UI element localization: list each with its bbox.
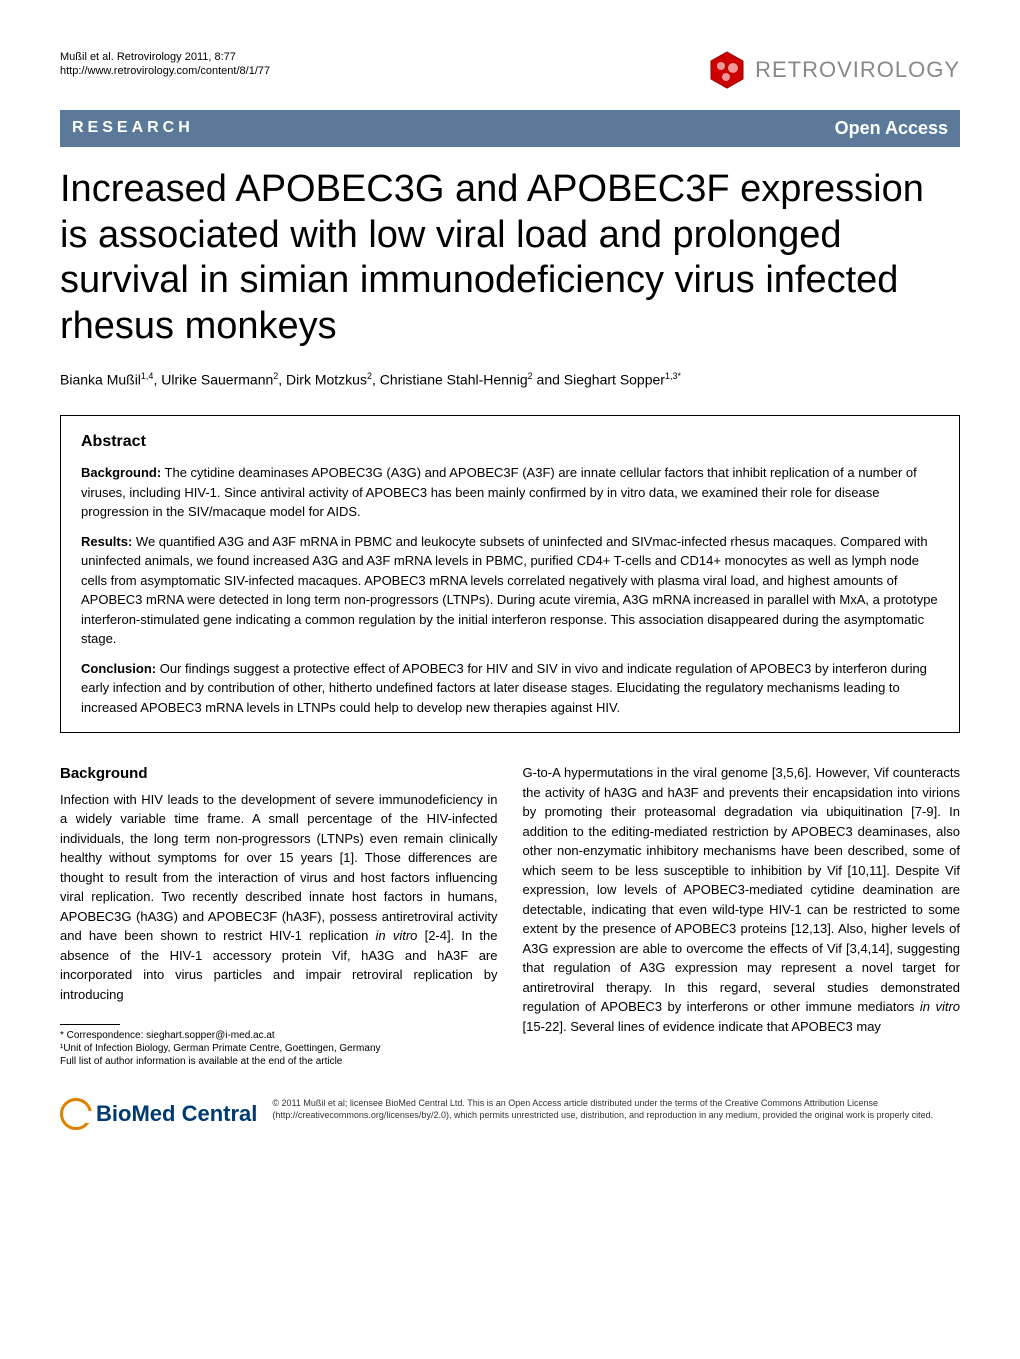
open-access-label: Open Access [835, 116, 948, 141]
abstract-background-label: Background: [81, 465, 161, 480]
license-row: BioMed Central © 2011 Mußil et al; licen… [60, 1098, 960, 1130]
bmc-open-circle-icon [60, 1098, 92, 1130]
journal-name: RETROVIROLOGY [755, 55, 960, 86]
section-bar: RESEARCH Open Access [60, 110, 960, 147]
retrovirology-logo-icon [707, 50, 747, 90]
journal-logo: RETROVIROLOGY [707, 50, 960, 90]
section-label: RESEARCH [72, 117, 194, 139]
license-text: © 2011 Mußil et al; licensee BioMed Cent… [272, 1098, 960, 1121]
footnote-fulllist: Full list of author information is avail… [60, 1055, 498, 1068]
abstract-results-text: We quantified A3G and A3F mRNA in PBMC a… [81, 534, 938, 647]
citation-block: Mußil et al. Retrovirology 2011, 8:77 ht… [60, 50, 270, 79]
abstract-conclusion-text: Our findings suggest a protective effect… [81, 661, 927, 715]
abstract-results: Results: We quantified A3G and A3F mRNA … [81, 532, 939, 649]
footnote-divider [60, 1024, 120, 1025]
bmc-logo: BioMed Central [60, 1098, 257, 1130]
article-title: Increased APOBEC3G and APOBEC3F expressi… [60, 167, 960, 349]
abstract-background-text: The cytidine deaminases APOBEC3G (A3G) a… [81, 465, 917, 519]
citation-line1: Mußil et al. Retrovirology 2011, 8:77 [60, 50, 270, 64]
abstract-conclusion: Conclusion: Our findings suggest a prote… [81, 659, 939, 718]
right-column: G-to-A hypermutations in the viral genom… [523, 763, 961, 1068]
footnote-affiliation: ¹Unit of Infection Biology, German Prima… [60, 1042, 498, 1055]
abstract-results-label: Results: [81, 534, 132, 549]
abstract-conclusion-label: Conclusion: [81, 661, 156, 676]
footnote-correspondence: * Correspondence: sieghart.sopper@i-med.… [60, 1029, 498, 1042]
abstract-box: Abstract Background: The cytidine deamin… [60, 415, 960, 733]
abstract-heading: Abstract [81, 431, 939, 453]
citation-line2: http://www.retrovirology.com/content/8/1… [60, 64, 270, 78]
bmc-name: BioMed Central [96, 1099, 257, 1130]
header-meta: Mußil et al. Retrovirology 2011, 8:77 ht… [60, 50, 960, 90]
background-heading: Background [60, 763, 498, 786]
authors: Bianka Mußil1,4, Ulrike Sauermann2, Dirk… [60, 370, 960, 390]
left-column: Background Infection with HIV leads to t… [60, 763, 498, 1068]
abstract-background: Background: The cytidine deaminases APOB… [81, 463, 939, 522]
col1-text: Infection with HIV leads to the developm… [60, 790, 498, 1005]
col2-text: G-to-A hypermutations in the viral genom… [523, 763, 961, 1036]
body-columns: Background Infection with HIV leads to t… [60, 763, 960, 1068]
